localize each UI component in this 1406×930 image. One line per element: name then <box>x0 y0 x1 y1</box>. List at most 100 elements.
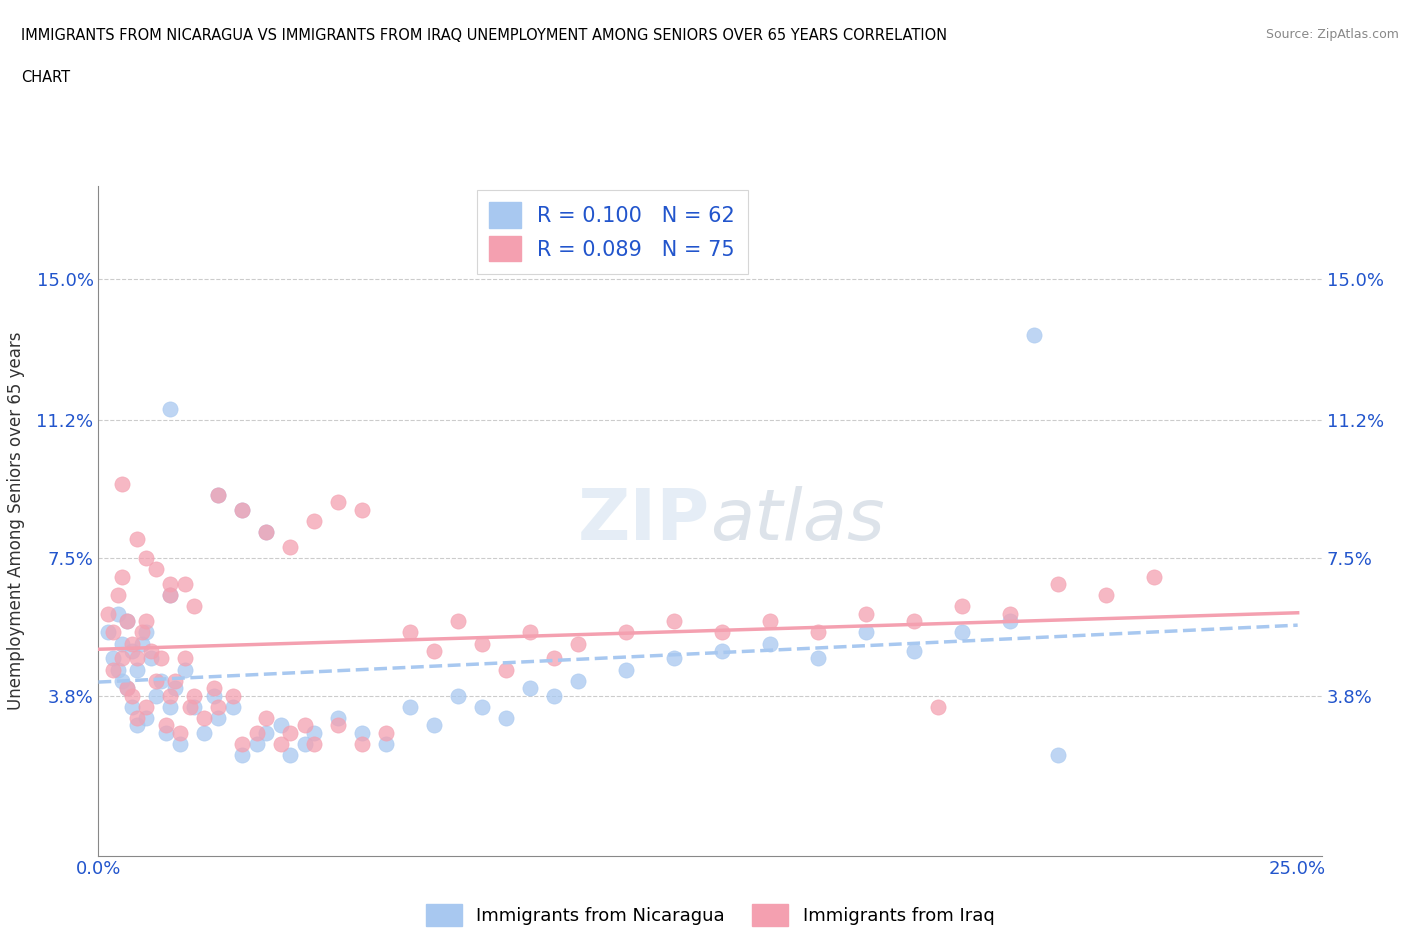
Point <box>159 577 181 591</box>
Point <box>115 681 138 696</box>
Point <box>125 711 148 725</box>
Point <box>1022 327 1045 342</box>
Point <box>107 606 129 621</box>
Point <box>254 525 277 539</box>
Point <box>155 725 177 740</box>
Point <box>107 662 129 677</box>
Point <box>471 699 494 714</box>
Point <box>125 718 148 733</box>
Text: ZIP: ZIP <box>578 486 710 555</box>
Point <box>159 699 181 714</box>
Point <box>173 577 195 591</box>
Point <box>179 699 201 714</box>
Point <box>169 737 191 751</box>
Point <box>711 625 734 640</box>
Point <box>111 476 134 491</box>
Point <box>173 651 195 666</box>
Point <box>519 625 541 640</box>
Point <box>111 636 134 651</box>
Point <box>998 606 1021 621</box>
Point <box>115 614 138 629</box>
Point <box>447 614 470 629</box>
Point <box>231 502 253 517</box>
Point <box>1046 748 1069 763</box>
Point <box>135 711 157 725</box>
Point <box>207 711 229 725</box>
Point <box>222 688 245 703</box>
Point <box>125 651 148 666</box>
Point <box>131 625 153 640</box>
Point <box>254 711 277 725</box>
Point <box>471 636 494 651</box>
Point <box>543 688 565 703</box>
Point <box>183 688 205 703</box>
Point <box>759 636 782 651</box>
Point <box>304 513 326 528</box>
Point <box>207 487 229 502</box>
Point <box>447 688 470 703</box>
Point <box>193 711 215 725</box>
Point <box>662 651 685 666</box>
Point <box>662 614 685 629</box>
Point <box>567 636 589 651</box>
Point <box>202 688 225 703</box>
Point <box>399 699 422 714</box>
Point <box>149 673 172 688</box>
Point <box>543 651 565 666</box>
Point <box>135 625 157 640</box>
Point <box>375 725 398 740</box>
Point <box>111 673 134 688</box>
Point <box>567 673 589 688</box>
Point <box>950 599 973 614</box>
Point <box>328 495 350 510</box>
Point <box>207 699 229 714</box>
Point <box>294 737 316 751</box>
Point <box>183 599 205 614</box>
Point <box>159 588 181 603</box>
Point <box>135 699 157 714</box>
Point <box>107 588 129 603</box>
Point <box>270 737 292 751</box>
Point <box>125 532 148 547</box>
Point <box>519 681 541 696</box>
Point <box>141 644 163 658</box>
Point <box>207 487 229 502</box>
Point <box>183 699 205 714</box>
Point <box>149 651 172 666</box>
Point <box>927 699 949 714</box>
Point <box>614 662 637 677</box>
Point <box>246 725 269 740</box>
Point <box>121 699 143 714</box>
Point <box>998 614 1021 629</box>
Point <box>711 644 734 658</box>
Point <box>115 681 138 696</box>
Text: atlas: atlas <box>710 486 884 555</box>
Point <box>294 718 316 733</box>
Y-axis label: Unemployment Among Seniors over 65 years: Unemployment Among Seniors over 65 years <box>7 332 25 710</box>
Point <box>131 636 153 651</box>
Point <box>254 725 277 740</box>
Point <box>352 725 374 740</box>
Point <box>328 718 350 733</box>
Point <box>193 725 215 740</box>
Text: Source: ZipAtlas.com: Source: ZipAtlas.com <box>1265 28 1399 41</box>
Point <box>115 614 138 629</box>
Point <box>222 699 245 714</box>
Point <box>399 625 422 640</box>
Point <box>165 673 187 688</box>
Point <box>165 681 187 696</box>
Point <box>278 748 301 763</box>
Point <box>121 688 143 703</box>
Point <box>111 569 134 584</box>
Point <box>759 614 782 629</box>
Point <box>1046 577 1069 591</box>
Point <box>101 651 124 666</box>
Point <box>145 688 167 703</box>
Point <box>145 673 167 688</box>
Point <box>97 625 120 640</box>
Point <box>125 662 148 677</box>
Point <box>169 725 191 740</box>
Point <box>278 539 301 554</box>
Text: CHART: CHART <box>21 70 70 85</box>
Legend: Immigrants from Nicaragua, Immigrants from Iraq: Immigrants from Nicaragua, Immigrants fr… <box>419 897 1001 930</box>
